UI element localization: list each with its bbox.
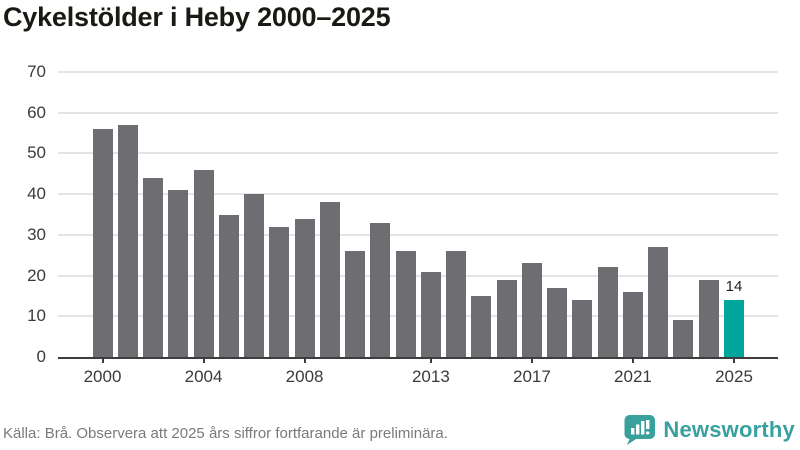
bar-2012 (395, 251, 416, 357)
bar-2006 (244, 194, 265, 357)
x-tick-label-2004: 2004 (184, 367, 223, 386)
y-axis-labels: 0 10 20 30 40 50 60 70 (0, 62, 46, 366)
gridline-y-20 (58, 274, 778, 277)
x-tick-label-2025: 2025 (715, 367, 753, 386)
y-tick-label-30: 30 (27, 224, 46, 244)
y-tick-label-20: 20 (27, 265, 46, 285)
bar-2008 (294, 218, 315, 357)
source-note: Källa: Brå. Observera att 2025 års siffr… (3, 425, 448, 442)
x-tick-label-2000: 2000 (83, 367, 122, 386)
x-tick-2021 (631, 357, 634, 363)
bar-2024 (698, 279, 719, 357)
bar-2000 (92, 129, 113, 357)
x-tick-label-2017: 2017 (512, 367, 551, 386)
bar-2002 (143, 177, 164, 357)
bar-2022 (648, 247, 669, 357)
gridline-y-30 (58, 233, 778, 236)
bar-2014 (446, 251, 467, 357)
newsworthy-logo: Newsworthy (622, 414, 795, 445)
x-axis-labels: 2000 2004 2008 2013 2017 2021 2025 (58, 366, 778, 388)
speech-bubble-shape (624, 415, 656, 445)
x-tick-2004 (202, 357, 205, 363)
gridline-y-10 (58, 315, 778, 318)
plot-area: 14 (58, 71, 778, 363)
x-tick-label-2013: 2013 (411, 367, 450, 386)
y-tick-label-0: 0 (36, 347, 46, 366)
bar-2005 (218, 214, 239, 357)
x-tick-label-2008: 2008 (285, 367, 324, 386)
x-tick-2017 (530, 357, 533, 363)
bar-2016 (496, 279, 517, 357)
gridline-y-40 (58, 193, 778, 196)
gridline-y-70 (58, 71, 778, 73)
x-tick-2000 (101, 357, 104, 363)
x-tick-2025 (733, 357, 735, 363)
gridline-y-50 (58, 152, 778, 155)
bar-2018 (547, 287, 568, 357)
x-tick-2008 (303, 357, 306, 363)
bar-2009 (319, 202, 340, 357)
bar-2017 (521, 263, 542, 357)
newsworthy-wordmark: Newsworthy (663, 416, 795, 442)
y-tick-label-10: 10 (27, 306, 46, 326)
bar-2015 (471, 295, 492, 357)
newsworthy-bar-chart-speech-bubble-icon (622, 414, 656, 445)
y-tick-label-70: 70 (27, 62, 46, 81)
data-label-2025: 14 (725, 278, 743, 295)
x-tick-label-2021: 2021 (614, 367, 652, 386)
y-tick-label-40: 40 (27, 184, 46, 204)
chart-title: Cykelstölder i Heby 2000–2025 (3, 2, 391, 32)
bar-2023 (673, 320, 694, 357)
bar-2020 (597, 267, 618, 357)
y-tick-label-50: 50 (27, 143, 46, 163)
gridline-y-60 (58, 111, 778, 114)
bar-2004 (193, 169, 214, 357)
bar-2019 (572, 300, 593, 357)
bar-2007 (269, 226, 290, 357)
bar-2025 (724, 300, 744, 357)
x-tick-2013 (429, 357, 432, 363)
bar-2003 (168, 190, 189, 357)
bar-2013 (420, 271, 441, 357)
y-tick-label-60: 60 (27, 102, 46, 122)
bar-2021 (622, 291, 643, 357)
bar-2011 (370, 222, 391, 357)
bar-2001 (117, 124, 138, 357)
x-axis-line (58, 357, 778, 359)
bar-2010 (345, 251, 366, 357)
